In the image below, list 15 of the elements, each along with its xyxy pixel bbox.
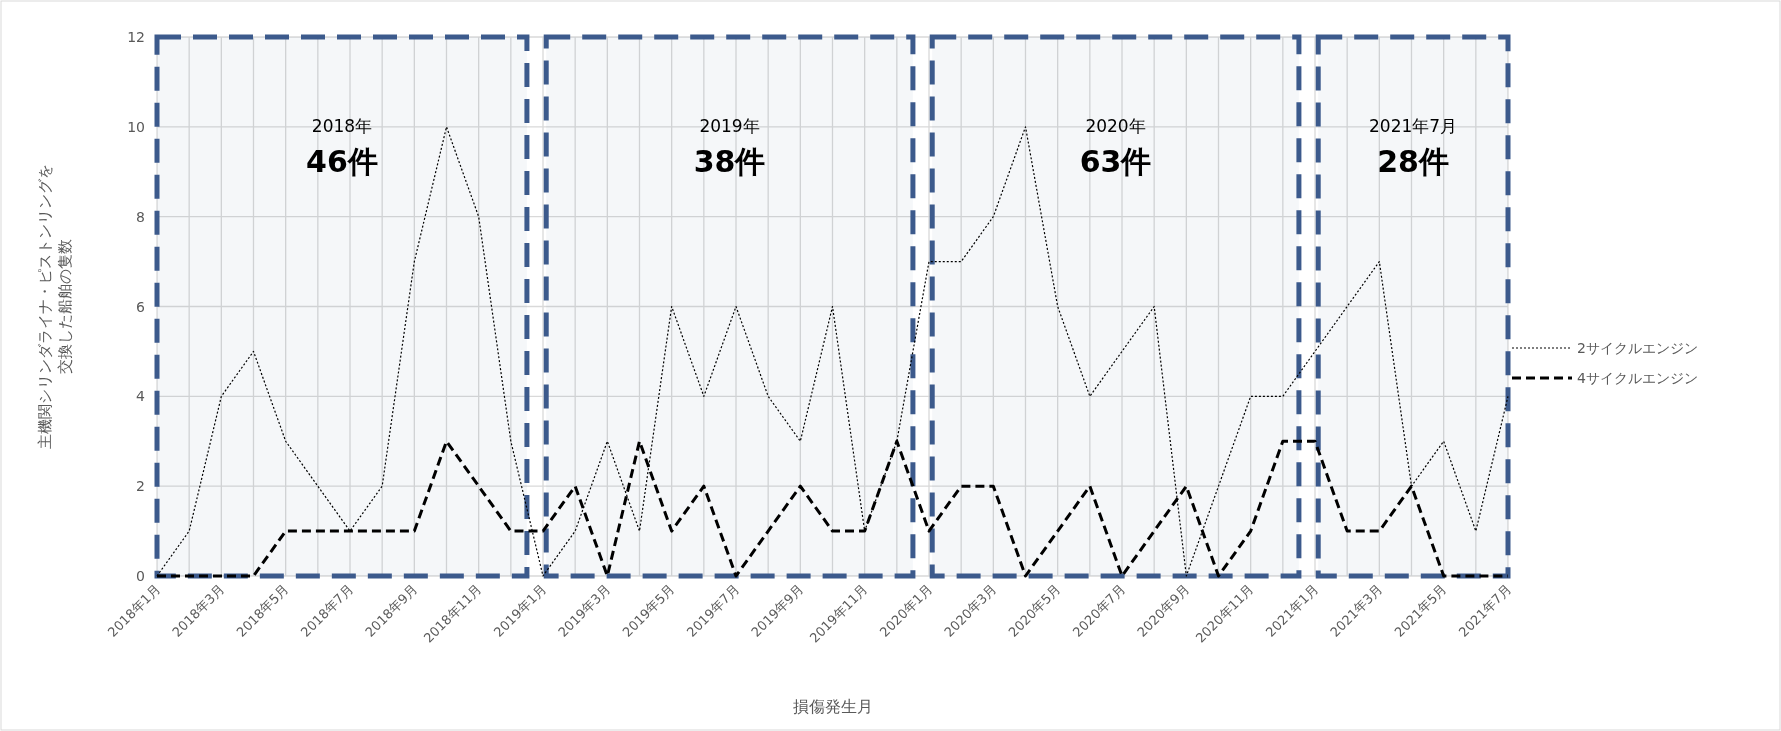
legend-label: 2サイクルエンジン bbox=[1577, 340, 1698, 356]
x-axis-title: 損傷発生月 bbox=[792, 697, 873, 716]
y-tick-label: 2 bbox=[136, 478, 145, 495]
band-label: 2019年 38件 bbox=[693, 116, 766, 179]
y-tick-label: 6 bbox=[136, 298, 146, 315]
y-tick-label: 8 bbox=[136, 208, 145, 225]
y-tick-label: 10 bbox=[127, 118, 145, 135]
y-tick-label: 4 bbox=[136, 388, 146, 405]
y-tick-label: 12 bbox=[127, 29, 145, 45]
legend-label: 4サイクルエンジン bbox=[1577, 370, 1698, 386]
y-tick-label: 0 bbox=[136, 568, 145, 584]
band-label: 2021年7月 28件 bbox=[1369, 116, 1458, 179]
band-label: 2020年 63件 bbox=[1079, 116, 1152, 179]
band-label: 2018年 46件 bbox=[306, 116, 378, 179]
y-axis-title: 主機関シリンダライナ・ピストンリングを交換した船舶の隻数 bbox=[36, 164, 74, 449]
